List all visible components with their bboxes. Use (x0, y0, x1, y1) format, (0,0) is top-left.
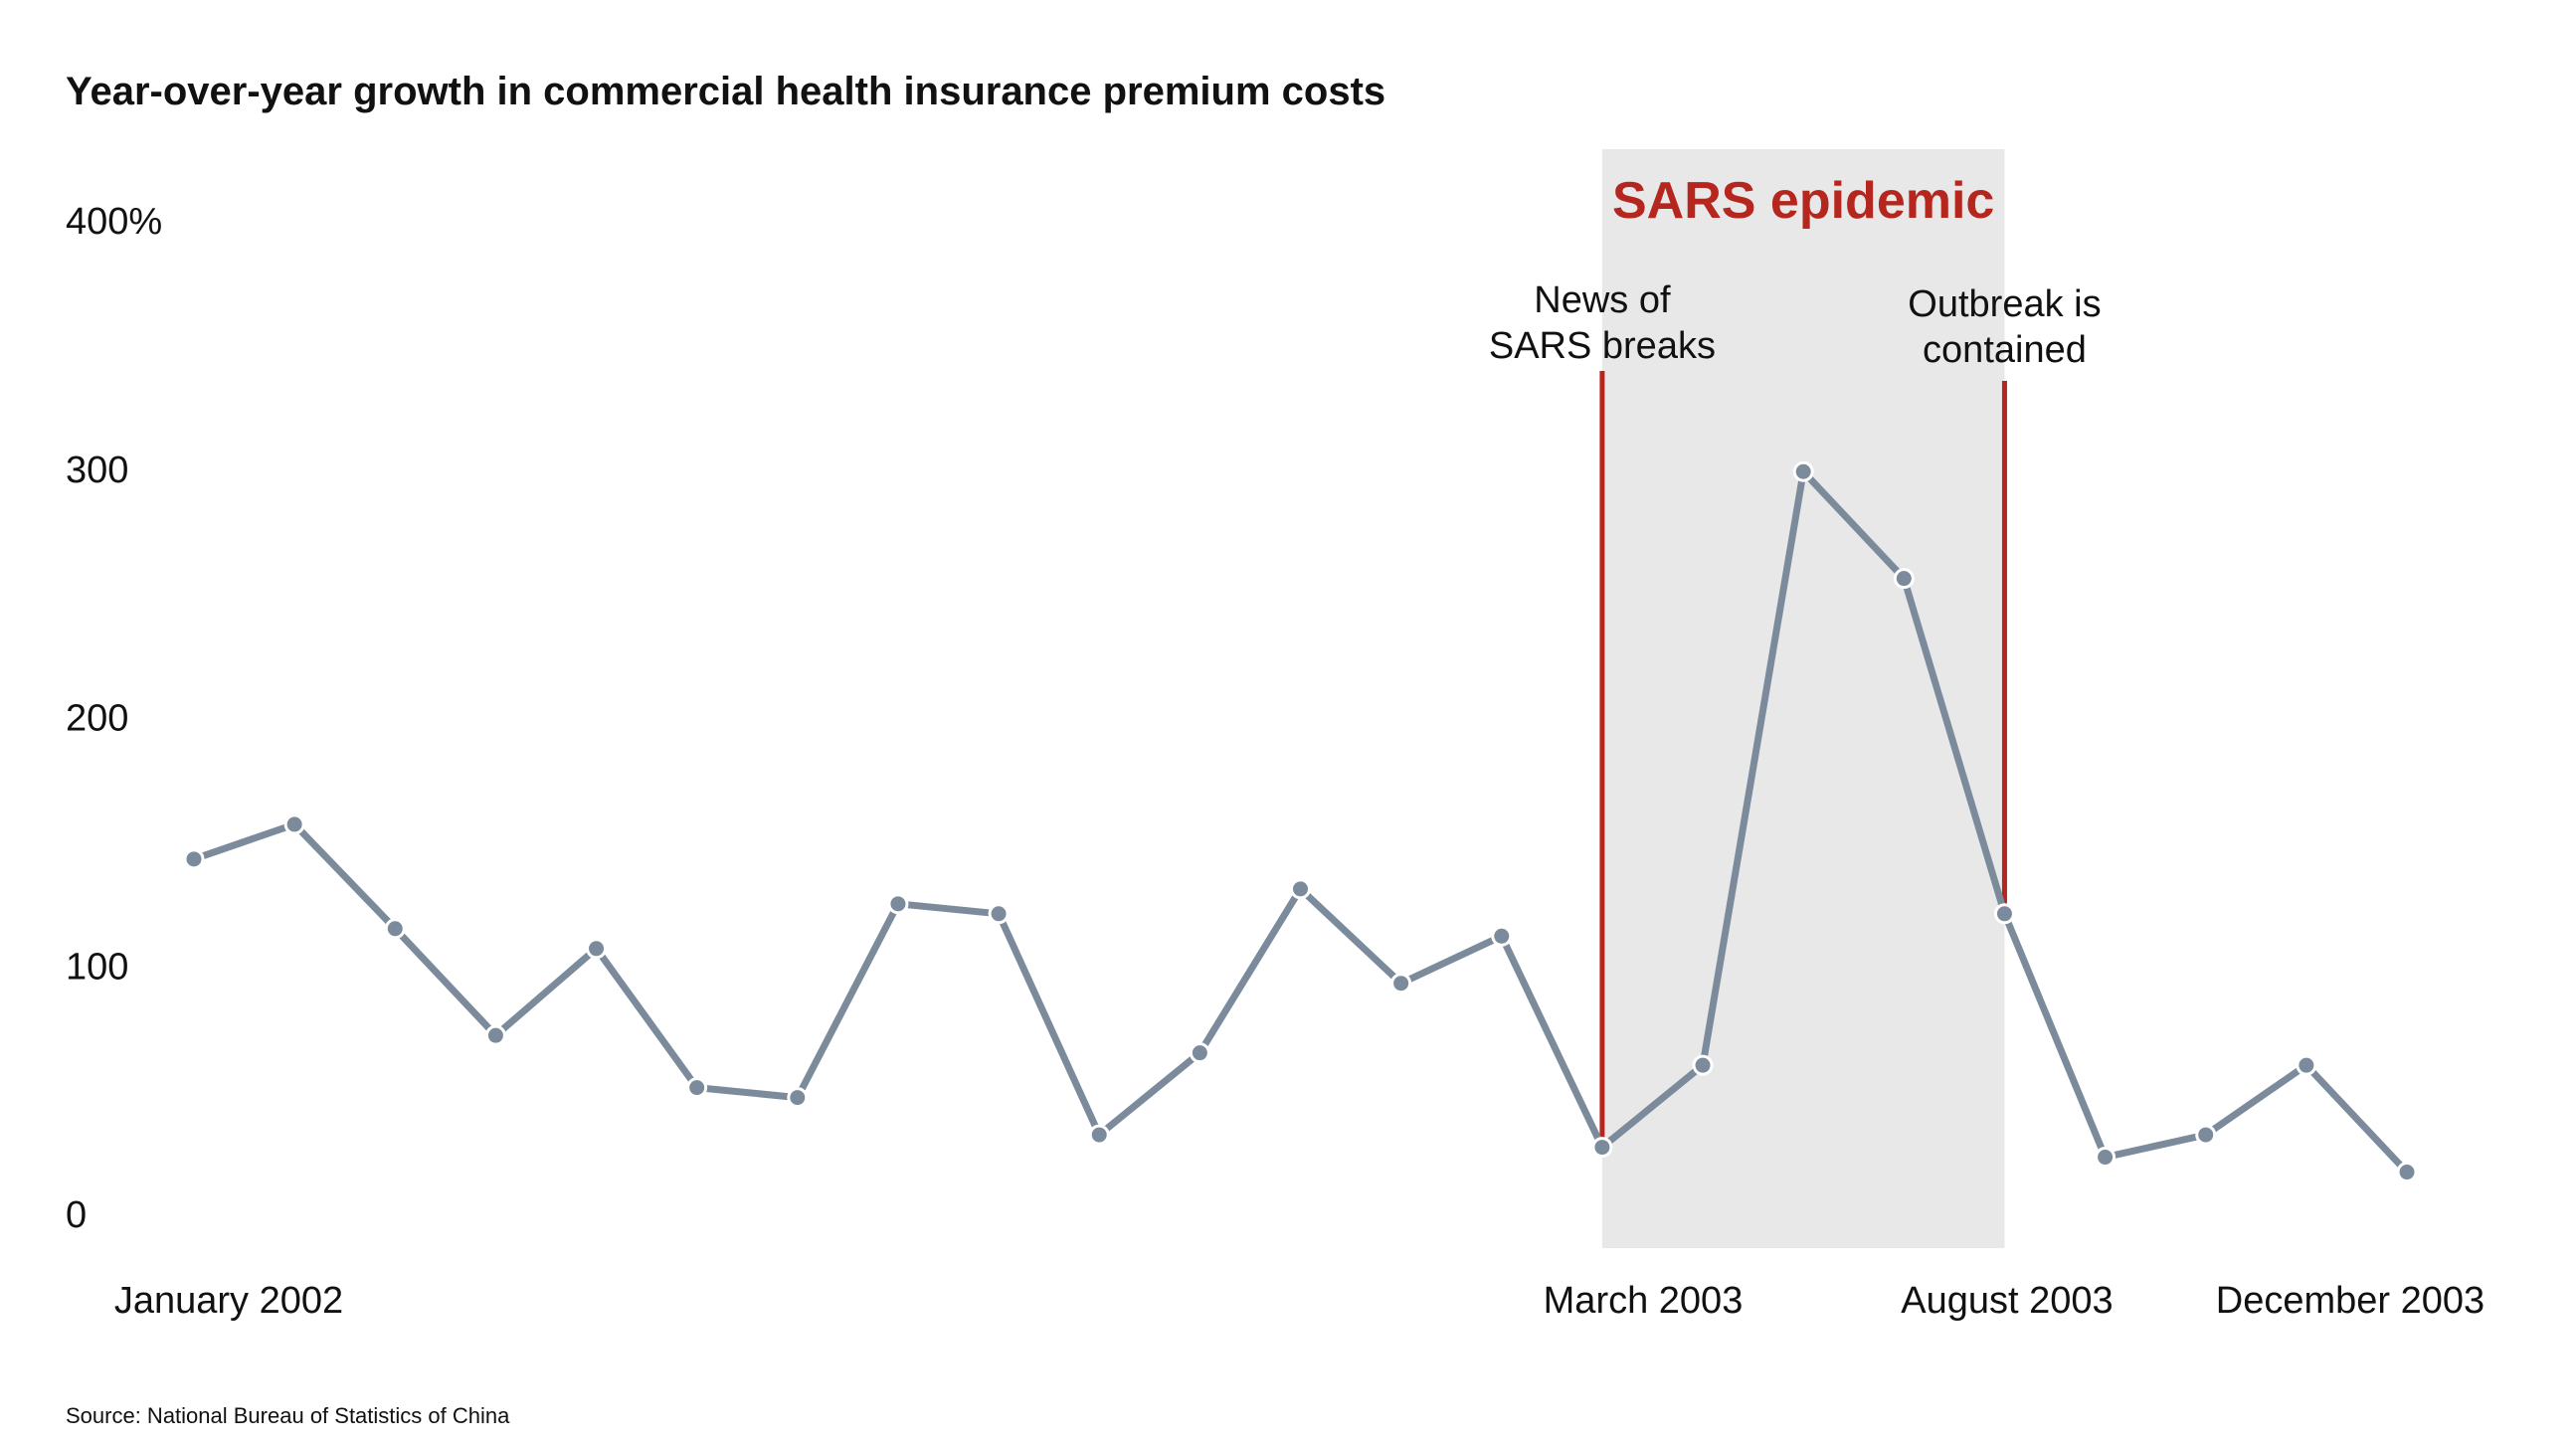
data-point (384, 918, 406, 940)
series-line (190, 467, 2411, 1176)
data-point (686, 1077, 708, 1099)
annotation-label: Outbreak is (1908, 283, 2101, 325)
y-axis: 0 100 200 300 400% (66, 201, 162, 1236)
data-point (1893, 568, 1915, 590)
data-point (2095, 1147, 2116, 1169)
data-point (1692, 1054, 1714, 1076)
data-point (1993, 903, 2015, 925)
annotation-label: SARS breaks (1489, 325, 1716, 367)
data-point (1189, 1042, 1210, 1064)
x-axis: January 2002 March 2003 August 2003 Decembe… (114, 1280, 2484, 1322)
data-point (1591, 1137, 1613, 1159)
data-point (1290, 878, 1311, 900)
data-point (1491, 925, 1513, 947)
y-tick-label: 400% (66, 201, 162, 243)
data-point (2296, 1054, 2317, 1076)
x-tick-label: January 2002 (114, 1280, 343, 1322)
chart-title: Year-over-year growth in commercial heal… (66, 70, 1385, 113)
data-point (586, 938, 608, 960)
data-point (1792, 460, 1814, 482)
x-tick-label: March 2003 (1544, 1280, 1744, 1322)
x-tick-label: December 2003 (2216, 1280, 2484, 1322)
data-point (787, 1087, 809, 1109)
data-point (1088, 1124, 1110, 1146)
series-layer (190, 467, 2411, 1176)
points-layer (183, 460, 2418, 1183)
data-point (1390, 973, 1412, 994)
data-point (484, 1024, 506, 1046)
data-point (887, 893, 909, 915)
data-point (988, 903, 1010, 925)
data-point (183, 848, 205, 870)
y-tick-label: 100 (66, 946, 128, 988)
source-note: Source: National Bureau of Statistics of… (66, 1403, 510, 1428)
data-point (2396, 1162, 2418, 1183)
annotation-label: contained (1923, 329, 2087, 371)
highlight-label: SARS epidemic (1612, 172, 1994, 230)
y-tick-label: 300 (66, 450, 128, 491)
y-tick-label: 0 (66, 1194, 87, 1236)
y-tick-label: 200 (66, 698, 128, 740)
data-point (2195, 1124, 2217, 1146)
data-point (283, 813, 305, 835)
x-tick-label: August 2003 (1901, 1280, 2113, 1322)
annotation-label: News of (1534, 279, 1671, 321)
